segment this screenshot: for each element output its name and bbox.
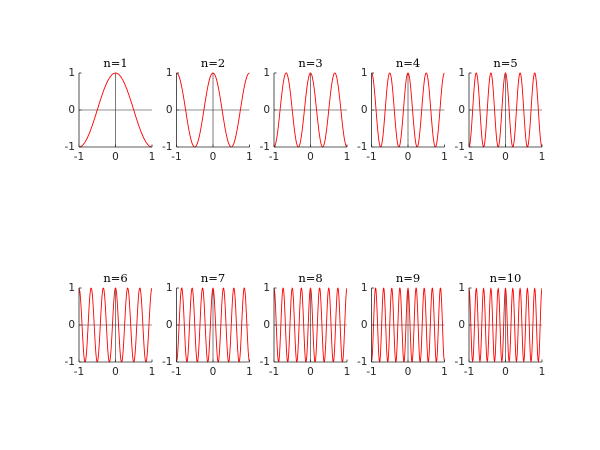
x-tick-label: 0 — [502, 366, 509, 378]
data-line — [176, 287, 250, 363]
x-tick-label: 1 — [539, 151, 546, 163]
y-tick-label: 1 — [166, 282, 173, 294]
subplot-title: n=1 — [103, 56, 127, 70]
y-tick-label: 1 — [263, 282, 270, 294]
subplot: n=6 -1 0 1 -1 0 1 — [65, 271, 156, 378]
subplot-title: n=3 — [298, 56, 322, 70]
subplot-title: n=2 — [201, 56, 225, 70]
y-tick-label: 1 — [458, 282, 465, 294]
data-line — [79, 287, 152, 363]
subplot: n=2 -1 0 1 -1 0 1 — [162, 56, 253, 163]
y-tick-label: -1 — [357, 141, 367, 153]
data-line — [469, 287, 542, 363]
x-tick-label: 0 — [112, 151, 119, 163]
y-tick-label: -1 — [162, 356, 172, 368]
y-tick-label: 1 — [361, 282, 368, 294]
data-line — [371, 287, 445, 363]
x-tick-label: 0 — [210, 366, 217, 378]
y-tick-label: 0 — [263, 319, 270, 331]
x-tick-label: 1 — [149, 366, 156, 378]
x-tick-label: -1 — [171, 151, 181, 163]
data-line — [469, 72, 542, 148]
y-tick-label: 1 — [68, 67, 75, 79]
y-tick-label: 0 — [166, 104, 173, 116]
x-tick-label: -1 — [366, 366, 376, 378]
x-tick-label: 0 — [405, 366, 412, 378]
x-tick-label: 0 — [112, 366, 119, 378]
x-tick-label: 0 — [502, 151, 509, 163]
y-tick-label: 1 — [68, 282, 75, 294]
y-tick-label: 0 — [68, 104, 75, 116]
x-tick-label: -1 — [464, 151, 474, 163]
x-tick-label: 1 — [149, 151, 156, 163]
data-line — [274, 287, 347, 363]
subplot: n=7 -1 0 1 -1 0 1 — [162, 271, 253, 378]
subplot-title: n=4 — [396, 56, 420, 70]
x-tick-label: 0 — [405, 151, 412, 163]
y-tick-label: -1 — [357, 356, 367, 368]
x-tick-label: -1 — [74, 151, 84, 163]
x-tick-label: 1 — [539, 366, 546, 378]
x-tick-label: -1 — [464, 366, 474, 378]
y-tick-label: -1 — [260, 356, 270, 368]
x-tick-label: 1 — [246, 366, 253, 378]
y-tick-label: 0 — [263, 104, 270, 116]
x-tick-label: 0 — [307, 366, 314, 378]
subplot-title: n=8 — [298, 271, 322, 285]
subplot: n=10 -1 0 1 -1 0 1 — [455, 271, 546, 378]
data-line — [274, 72, 347, 148]
subplot: n=5 -1 0 1 -1 0 1 — [455, 56, 546, 163]
x-tick-label: 0 — [210, 151, 217, 163]
y-tick-label: 1 — [263, 67, 270, 79]
y-tick-label: 0 — [361, 319, 368, 331]
x-tick-label: 0 — [307, 151, 314, 163]
subplot: n=9 -1 0 1 -1 0 1 — [357, 271, 448, 378]
subplot-title: n=5 — [493, 56, 517, 70]
subplot-title: n=10 — [490, 271, 522, 285]
x-tick-label: 1 — [441, 151, 448, 163]
subplot: n=3 -1 0 1 -1 0 1 — [260, 56, 351, 163]
y-tick-label: 0 — [361, 104, 368, 116]
y-tick-label: 1 — [361, 67, 368, 79]
x-tick-label: -1 — [269, 151, 279, 163]
subplot: n=4 -1 0 1 -1 0 1 — [357, 56, 448, 163]
x-tick-label: 1 — [344, 151, 351, 163]
x-tick-label: -1 — [74, 366, 84, 378]
y-tick-label: 0 — [458, 319, 465, 331]
subplot-title: n=7 — [201, 271, 225, 285]
data-line — [176, 72, 250, 148]
subplot-title: n=6 — [103, 271, 127, 285]
y-tick-label: 0 — [458, 104, 465, 116]
data-line — [371, 72, 445, 148]
y-tick-label: -1 — [65, 356, 75, 368]
y-tick-label: -1 — [65, 141, 75, 153]
y-tick-label: -1 — [455, 356, 465, 368]
x-tick-label: 1 — [246, 151, 253, 163]
x-tick-label: -1 — [171, 366, 181, 378]
subplot: n=8 -1 0 1 -1 0 1 — [260, 271, 351, 378]
y-tick-label: -1 — [260, 141, 270, 153]
x-tick-label: 1 — [344, 366, 351, 378]
y-tick-label: 0 — [166, 319, 173, 331]
subplot: n=1 -1 0 1 -1 0 1 — [65, 56, 156, 163]
y-tick-label: 1 — [458, 67, 465, 79]
x-tick-label: 1 — [441, 366, 448, 378]
y-tick-label: 0 — [68, 319, 75, 331]
subplot-title: n=9 — [396, 271, 420, 285]
y-tick-label: -1 — [455, 141, 465, 153]
y-tick-label: -1 — [162, 141, 172, 153]
x-tick-label: -1 — [269, 366, 279, 378]
x-tick-label: -1 — [366, 151, 376, 163]
y-tick-label: 1 — [166, 67, 173, 79]
data-line — [79, 72, 152, 148]
